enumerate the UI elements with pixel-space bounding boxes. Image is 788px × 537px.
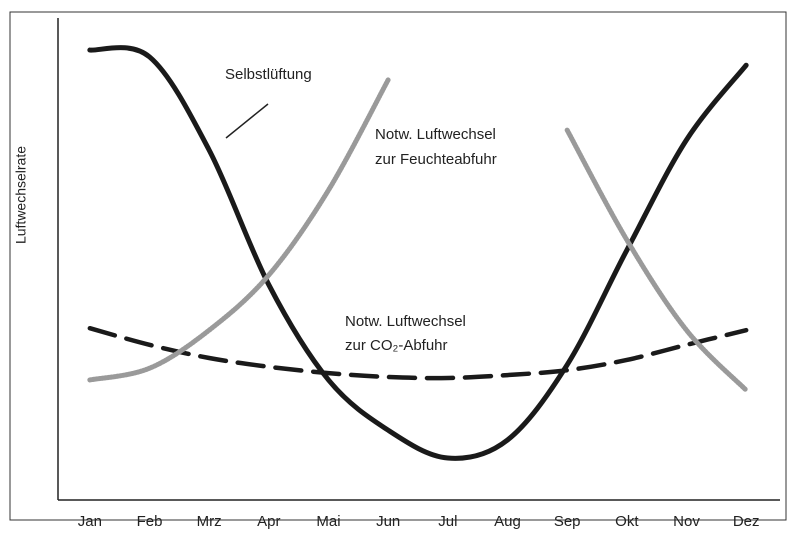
x-tick-label: Jan bbox=[78, 513, 102, 530]
x-tick-label: Mrz bbox=[197, 513, 222, 530]
x-tick-label: Aug bbox=[494, 513, 521, 530]
x-tick-label: Apr bbox=[257, 513, 280, 530]
annotation-pointer bbox=[225, 103, 269, 139]
annotation: Notw. Luftwechsel bbox=[345, 313, 466, 330]
x-tick-label: Feb bbox=[137, 513, 163, 530]
x-tick-label: Sep bbox=[554, 513, 581, 530]
x-tick-label: Dez bbox=[733, 513, 760, 530]
line bbox=[564, 127, 749, 393]
annotation: zur CO₂-Abfuhr bbox=[345, 337, 448, 354]
x-tick-label: Jul bbox=[438, 513, 457, 530]
line bbox=[87, 77, 391, 383]
y-axis-label: Luftwechselrate bbox=[13, 146, 29, 244]
x-tick-label: Mai bbox=[316, 513, 340, 530]
annotation: Selbstlüftung bbox=[225, 66, 312, 83]
x-tick-label: Nov bbox=[673, 513, 700, 530]
x-tick-label: Jun bbox=[376, 513, 400, 530]
line bbox=[87, 325, 749, 381]
line bbox=[87, 45, 749, 461]
annotation: Notw. Luftwechsel bbox=[375, 126, 496, 143]
annotation: zur Feuchteabfuhr bbox=[375, 151, 497, 168]
frame bbox=[9, 11, 787, 521]
x-tick-label: Okt bbox=[615, 513, 639, 530]
